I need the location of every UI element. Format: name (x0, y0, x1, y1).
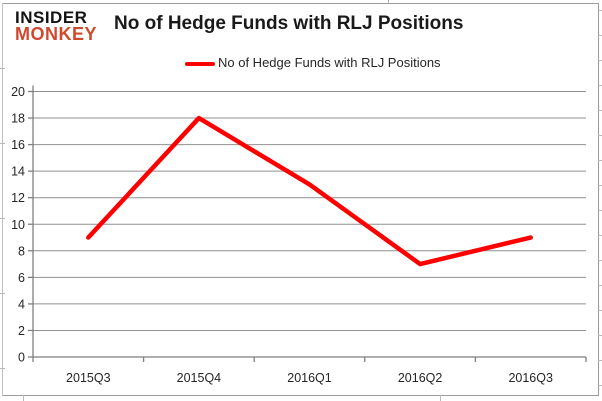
spreadsheet-gridline-stub (0, 368, 5, 369)
spreadsheet-gridline-stub (598, 285, 602, 286)
y-tick-label: 0 (18, 351, 25, 365)
legend-line-swatch (185, 62, 215, 66)
chart-title: No of Hedge Funds with RLJ Positions (114, 13, 464, 34)
logo-line-insider: INSIDER (15, 8, 88, 27)
y-tick-label: 10 (11, 218, 25, 232)
x-tick-label: 2016Q1 (287, 371, 332, 385)
y-tick-label: 6 (18, 271, 25, 285)
spreadsheet-gridline-stub (388, 0, 389, 3)
y-tick-label: 20 (11, 85, 25, 99)
spreadsheet-gridline-stub (0, 143, 5, 144)
y-tick-label: 2 (18, 324, 25, 338)
spreadsheet-gridline-stub (0, 68, 5, 69)
series-line (86, 115, 533, 267)
spreadsheet-gridline-stub (598, 85, 602, 86)
spreadsheet-gridline-stub (598, 185, 602, 186)
spreadsheet-gridline-stub (598, 260, 602, 261)
y-tick-label: 14 (11, 165, 25, 179)
spreadsheet-gridline-stub (23, 395, 24, 401)
x-tick-label: 2016Q3 (508, 371, 553, 385)
chart-frame-right (598, 3, 599, 396)
legend-label: No of Hedge Funds with RLJ Positions (218, 55, 441, 70)
spreadsheet-gridline-stub (598, 160, 602, 161)
chart-frame-top (2, 3, 598, 4)
y-tick-label: 12 (11, 191, 25, 205)
spreadsheet-gridline-stub (0, 293, 5, 294)
chart-frame-left (2, 3, 3, 396)
spreadsheet-gridline-stub (598, 360, 602, 361)
spreadsheet-gridline-stub (0, 218, 5, 219)
spreadsheet-gridline-stub (598, 60, 602, 61)
spreadsheet-gridline-stub (598, 235, 602, 236)
spreadsheet-gridline-stub (598, 335, 602, 336)
spreadsheet-gridline-stub (598, 110, 602, 111)
y-tick-label: 8 (18, 244, 25, 258)
spreadsheet-gridline-stub (440, 395, 441, 401)
spreadsheet-gridline-stub (598, 135, 602, 136)
y-tick-label: 16 (11, 138, 25, 152)
logo-line-monkey: MONKEY (15, 24, 98, 44)
spreadsheet-gridline-stub (598, 210, 602, 211)
y-tick-label: 4 (18, 297, 25, 311)
spreadsheet-gridline-stub (598, 385, 602, 386)
spreadsheet-gridline-stub (598, 35, 602, 36)
x-tick-label: 2015Q3 (66, 371, 111, 385)
chart-frame-bottom (2, 395, 598, 396)
spreadsheet-gridline-stub (598, 10, 602, 11)
y-tick-label: 18 (11, 112, 25, 126)
x-tick-label: 2015Q4 (177, 371, 222, 385)
insider-monkey-logo: INSIDER MONKEY (15, 8, 98, 44)
x-tick-label: 2016Q2 (398, 371, 443, 385)
spreadsheet-gridline-stub (598, 310, 602, 311)
